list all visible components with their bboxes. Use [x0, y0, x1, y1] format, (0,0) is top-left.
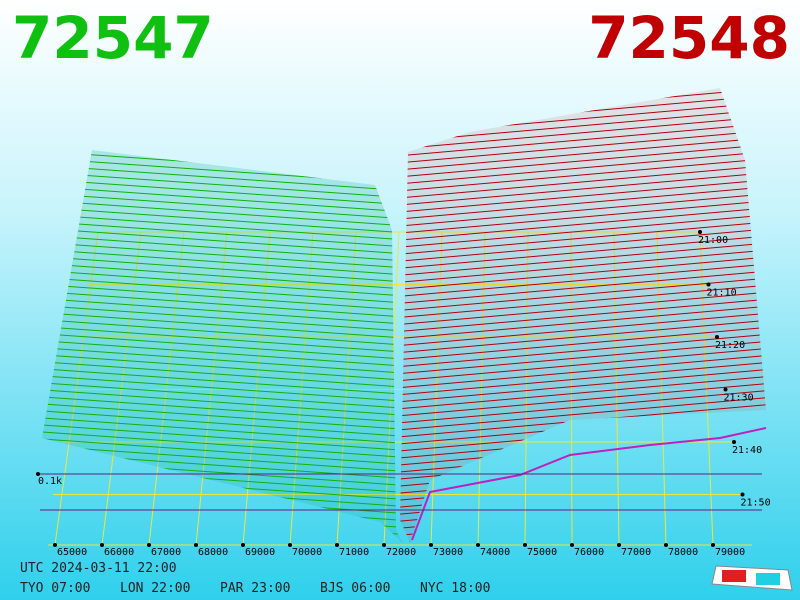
time-tick — [706, 282, 711, 287]
price-tick — [382, 543, 386, 547]
utc-time: UTC 2024-03-11 22:00 — [20, 561, 177, 576]
clock: TYO 07:00 — [20, 581, 90, 596]
time-tick — [715, 335, 719, 339]
price-tick — [335, 543, 339, 547]
price-tick-label: 74000 — [480, 547, 510, 558]
price-tick-label: 79000 — [715, 547, 745, 558]
price-tick-label: 73000 — [433, 547, 463, 558]
time-tick-label: 21:30 — [724, 393, 754, 404]
price-tick — [288, 543, 292, 547]
price-tick-label: 72000 — [386, 547, 416, 558]
price-tick-label: 71000 — [339, 547, 369, 558]
size-label: 0.1k — [38, 476, 62, 487]
time-tick-label: 21:10 — [707, 288, 737, 299]
ask-price: 72548 — [588, 4, 790, 72]
price-tick — [711, 543, 715, 547]
time-tick — [732, 440, 736, 444]
time-tick-label: 21:40 — [732, 445, 762, 456]
price-tick-label: 77000 — [621, 547, 651, 558]
price-tick — [664, 543, 668, 547]
bid-lines — [42, 150, 402, 542]
price-tick — [570, 543, 574, 547]
size-marker — [36, 472, 40, 476]
price-tick — [53, 543, 57, 547]
price-tick-label: 75000 — [527, 547, 557, 558]
clock: LON 22:00 — [120, 581, 190, 596]
time-tick — [698, 230, 702, 234]
price-tick — [147, 543, 151, 547]
price-tick — [194, 543, 198, 547]
price-tick — [523, 543, 527, 547]
time-tick — [723, 387, 728, 392]
price-tick — [617, 543, 621, 547]
clock: BJS 06:00 — [320, 581, 390, 596]
price-tick-label: 66000 — [104, 547, 134, 558]
price-tick-label: 65000 — [57, 547, 87, 558]
price-tick-label: 67000 — [151, 547, 181, 558]
price-tick-label: 70000 — [292, 547, 322, 558]
glasses-icon — [711, 565, 793, 591]
time-tick — [740, 492, 745, 497]
ask-latest-line — [411, 427, 767, 541]
price-tick — [429, 543, 433, 547]
price-tick-label: 78000 — [668, 547, 698, 558]
price-tick — [241, 543, 245, 547]
time-tick-label: 21:00 — [698, 235, 728, 246]
clock: NYC 18:00 — [420, 581, 490, 596]
clock: PAR 23:00 — [220, 581, 290, 596]
bid-price: 72547 — [12, 4, 214, 72]
time-tick-label: 21:50 — [741, 498, 771, 509]
ask-lines — [400, 88, 766, 542]
price-tick — [100, 543, 104, 547]
price-tick-label: 69000 — [245, 547, 275, 558]
price-tick-label: 76000 — [574, 547, 604, 558]
price-tick — [476, 543, 480, 547]
time-tick-label: 21:20 — [715, 340, 745, 351]
price-tick-label: 68000 — [198, 547, 228, 558]
